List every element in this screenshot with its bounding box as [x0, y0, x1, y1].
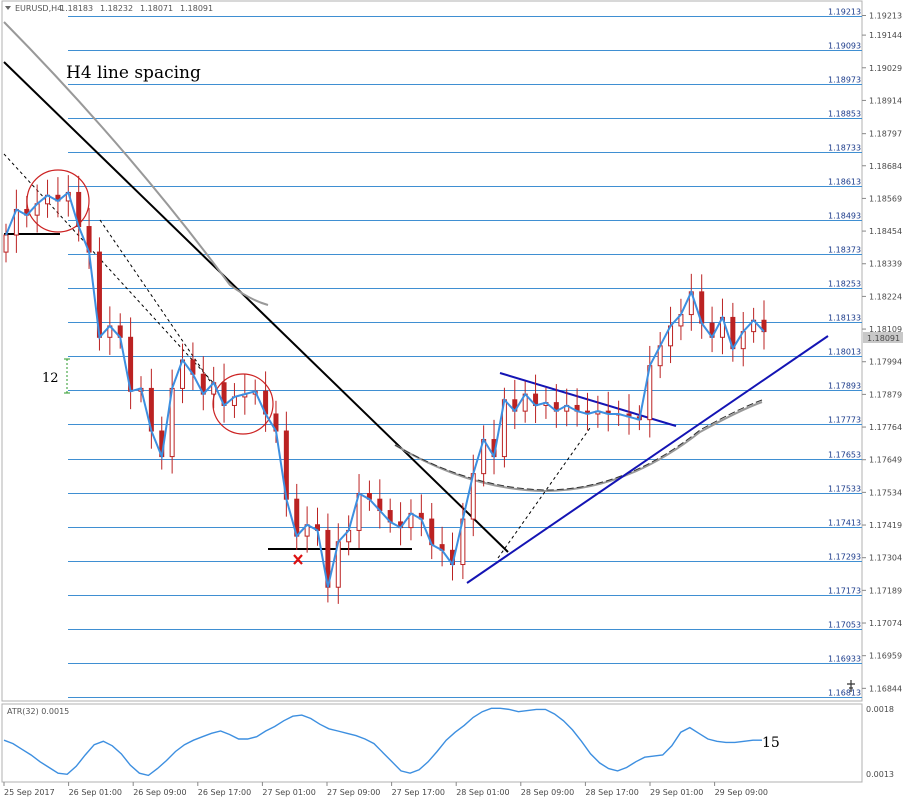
header-open: 1.18183 — [60, 4, 93, 13]
y-tick-label: 1.19213 — [869, 12, 902, 21]
symbol-header: EURUSD,H4 — [15, 4, 62, 13]
annotation-atr-count: 15 — [762, 735, 780, 751]
y-tick-label: 1.17304 — [869, 554, 902, 563]
highlight-circle-mid — [212, 373, 274, 435]
annotation-title: H4 line spacing — [66, 63, 201, 83]
drawing-objects — [3, 21, 829, 584]
price-axis: 1.19213 1.19144 1.19029 1.18914 1.18797 1.186… — [862, 12, 902, 693]
y-tick-label: 1.18914 — [869, 96, 902, 105]
y-tick-label: 1.17074 — [869, 619, 902, 628]
x-tick-label: 29 Sep 09:00 — [715, 788, 768, 797]
candle-body — [761, 319, 767, 333]
y-tick-label: 1.17764 — [869, 423, 902, 432]
y-tick-label: 1.18454 — [869, 227, 902, 236]
level-label: 1.18733 — [828, 144, 861, 153]
gray-curve-lower — [394, 401, 763, 493]
x-tick-label: 26 Sep 17:00 — [198, 788, 251, 797]
gray-curve-upper — [3, 21, 269, 306]
x-tick-label: 27 Sep 09:00 — [327, 788, 380, 797]
level-label: 1.19213 — [828, 8, 861, 17]
y-tick-label: 1.18339 — [869, 260, 902, 269]
level-label: 1.18013 — [828, 348, 861, 357]
main-panel-frame — [1, 0, 863, 702]
current-price-tag: 1.18091 — [863, 332, 903, 343]
level-label: 1.18973 — [828, 76, 861, 85]
level-label: 1.17533 — [828, 485, 861, 494]
level-label: 1.17773 — [828, 416, 861, 425]
y-tick-label: 1.19144 — [869, 31, 902, 40]
dark-curve-lower — [394, 399, 763, 491]
y-tick-label: 1.18797 — [869, 130, 902, 139]
y-tick-label: 1.18109 — [869, 325, 902, 334]
atr-panel-frame — [1, 703, 863, 783]
header-low: 1.18071 — [140, 4, 173, 13]
atr-line — [3, 707, 762, 777]
y-tick-label: 1.17879 — [869, 390, 902, 399]
dashed-trend-3 — [497, 427, 591, 559]
header-high: 1.18232 — [100, 4, 133, 13]
level-label: 1.17173 — [828, 587, 861, 596]
x-tick-label: 25 Sep 2017 — [4, 788, 55, 797]
blue-pennant-line — [499, 372, 677, 427]
red-x-marker — [293, 554, 303, 565]
current-price-label: 1.18091 — [867, 334, 900, 343]
triangle-down-icon[interactable] — [5, 6, 11, 10]
candle-body — [3, 234, 9, 253]
level-label: 1.19093 — [828, 42, 861, 51]
level-label: 1.18613 — [828, 178, 861, 187]
level-label: 1.17653 — [828, 451, 861, 460]
y-tick-label: 1.18684 — [869, 162, 902, 171]
atr-tick-top: 0.0018 — [866, 705, 894, 714]
y-tick-label: 1.17994 — [869, 358, 902, 367]
time-axis: 25 Sep 2017 26 Sep 01:00 26 Sep 09:00 26 Se… — [3, 782, 768, 797]
smoothed-price-line — [5, 190, 765, 588]
x-tick-label: 27 Sep 01:00 — [262, 788, 315, 797]
x-tick-label: 26 Sep 01:00 — [69, 788, 122, 797]
x-tick-label: 28 Sep 17:00 — [585, 788, 638, 797]
level-label: 1.17293 — [828, 553, 861, 562]
y-tick-label: 1.18224 — [869, 292, 902, 301]
level-label: 1.17413 — [828, 519, 861, 528]
y-tick-label: 1.18569 — [869, 194, 902, 203]
level-label: 1.18493 — [828, 212, 861, 221]
x-tick-label: 29 Sep 01:00 — [650, 788, 703, 797]
y-tick-label: 1.17534 — [869, 488, 902, 497]
blue-uptrend-line — [466, 335, 829, 584]
y-tick-label: 1.19029 — [869, 64, 902, 73]
long-downtrend-line — [3, 61, 509, 553]
level-label: 1.18373 — [828, 246, 861, 255]
y-tick-label: 1.16844 — [869, 684, 902, 693]
x-tick-label: 26 Sep 09:00 — [133, 788, 186, 797]
level-label: 1.17893 — [828, 382, 861, 391]
y-tick-label: 1.16959 — [869, 652, 902, 661]
y-tick-label: 1.17419 — [869, 521, 902, 530]
header-close: 1.18091 — [180, 4, 213, 13]
level-label: 1.18133 — [828, 314, 861, 323]
y-tick-label: 1.17649 — [869, 456, 902, 465]
level-label: 1.18853 — [828, 110, 861, 119]
level-label: 1.18253 — [828, 280, 861, 289]
crosshair-scroll-icon[interactable] — [847, 680, 855, 692]
level-label: 1.16933 — [828, 655, 861, 664]
x-tick-label: 28 Sep 09:00 — [521, 788, 574, 797]
atr-tick-bottom: 0.0013 — [866, 770, 894, 779]
level-label: 1.17053 — [828, 621, 861, 630]
atr-label: ATR(32) 0.0015 — [7, 707, 69, 716]
level-label: 1.16813 — [828, 689, 861, 698]
x-tick-label: 28 Sep 01:00 — [456, 788, 509, 797]
annotation-range-count: 12 — [42, 371, 59, 386]
x-tick-label: 27 Sep 17:00 — [392, 788, 445, 797]
y-tick-label: 1.17189 — [869, 586, 902, 595]
